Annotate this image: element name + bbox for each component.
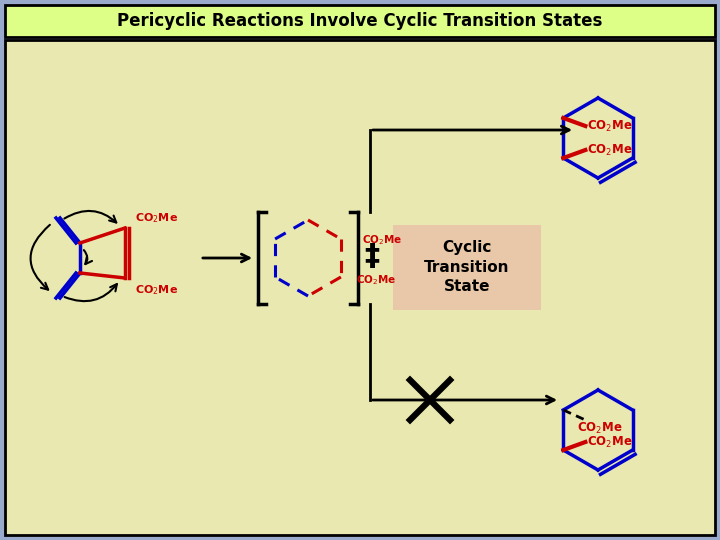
Text: CO$_2$Me: CO$_2$Me xyxy=(577,421,623,436)
Bar xyxy=(393,225,541,310)
Text: Cyclic
Transition
State: Cyclic Transition State xyxy=(424,240,510,294)
Text: Pericyclic Reactions Involve Cyclic Transition States: Pericyclic Reactions Involve Cyclic Tran… xyxy=(117,12,603,30)
Text: CO$_2$Me: CO$_2$Me xyxy=(356,273,396,287)
Text: CO$_2$Me: CO$_2$Me xyxy=(588,143,633,158)
Text: CO$_2$Me: CO$_2$Me xyxy=(135,211,178,225)
Text: ‡: ‡ xyxy=(364,241,379,271)
Text: CO$_2$Me: CO$_2$Me xyxy=(362,233,402,247)
Bar xyxy=(5,5,715,37)
Text: CO$_2$Me: CO$_2$Me xyxy=(588,118,633,133)
Text: CO$_2$Me: CO$_2$Me xyxy=(588,435,633,449)
Text: CO$_2$Me: CO$_2$Me xyxy=(135,283,178,297)
